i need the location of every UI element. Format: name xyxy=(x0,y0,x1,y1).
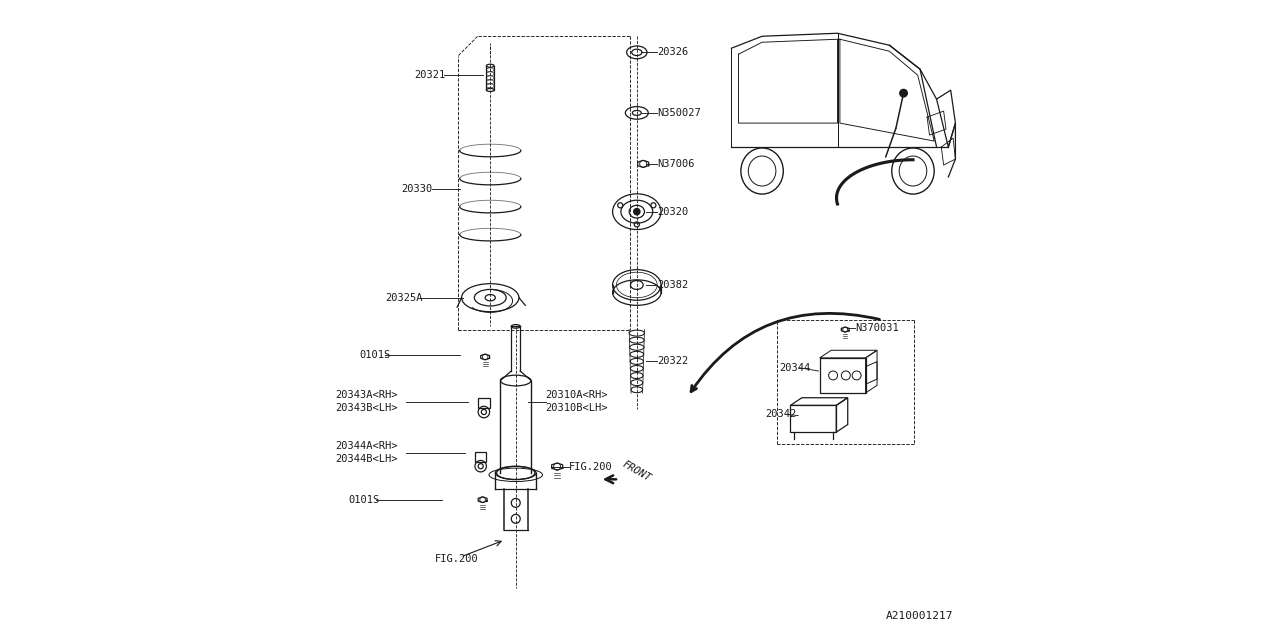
Text: 20344A<RH>: 20344A<RH> xyxy=(335,441,398,451)
Text: 20326: 20326 xyxy=(657,47,689,58)
Text: 20344: 20344 xyxy=(780,363,810,372)
Text: 20343B<LH>: 20343B<LH> xyxy=(335,403,398,413)
Text: 20344B<LH>: 20344B<LH> xyxy=(335,454,398,464)
Text: 20343A<RH>: 20343A<RH> xyxy=(335,390,398,400)
Text: 20330: 20330 xyxy=(401,184,433,195)
Text: 0101S: 0101S xyxy=(360,350,390,360)
Text: FIG.200: FIG.200 xyxy=(568,461,612,472)
Text: 20325A: 20325A xyxy=(385,292,422,303)
Text: FIG.200: FIG.200 xyxy=(435,554,479,564)
Text: 20310A<RH>: 20310A<RH> xyxy=(545,390,608,400)
Text: 20310B<LH>: 20310B<LH> xyxy=(545,403,608,413)
Text: 20322: 20322 xyxy=(657,356,689,367)
Circle shape xyxy=(634,209,640,215)
Text: N37006: N37006 xyxy=(657,159,695,169)
Text: N370031: N370031 xyxy=(855,323,899,333)
Text: A210001217: A210001217 xyxy=(886,611,954,621)
Text: 20321: 20321 xyxy=(413,70,445,79)
Text: 20382: 20382 xyxy=(657,280,689,290)
Circle shape xyxy=(900,90,908,97)
Text: 20320: 20320 xyxy=(657,207,689,217)
Text: N350027: N350027 xyxy=(657,108,701,118)
Text: FRONT: FRONT xyxy=(621,460,653,484)
Text: 0101S: 0101S xyxy=(348,495,380,505)
Text: 20342: 20342 xyxy=(765,410,796,419)
